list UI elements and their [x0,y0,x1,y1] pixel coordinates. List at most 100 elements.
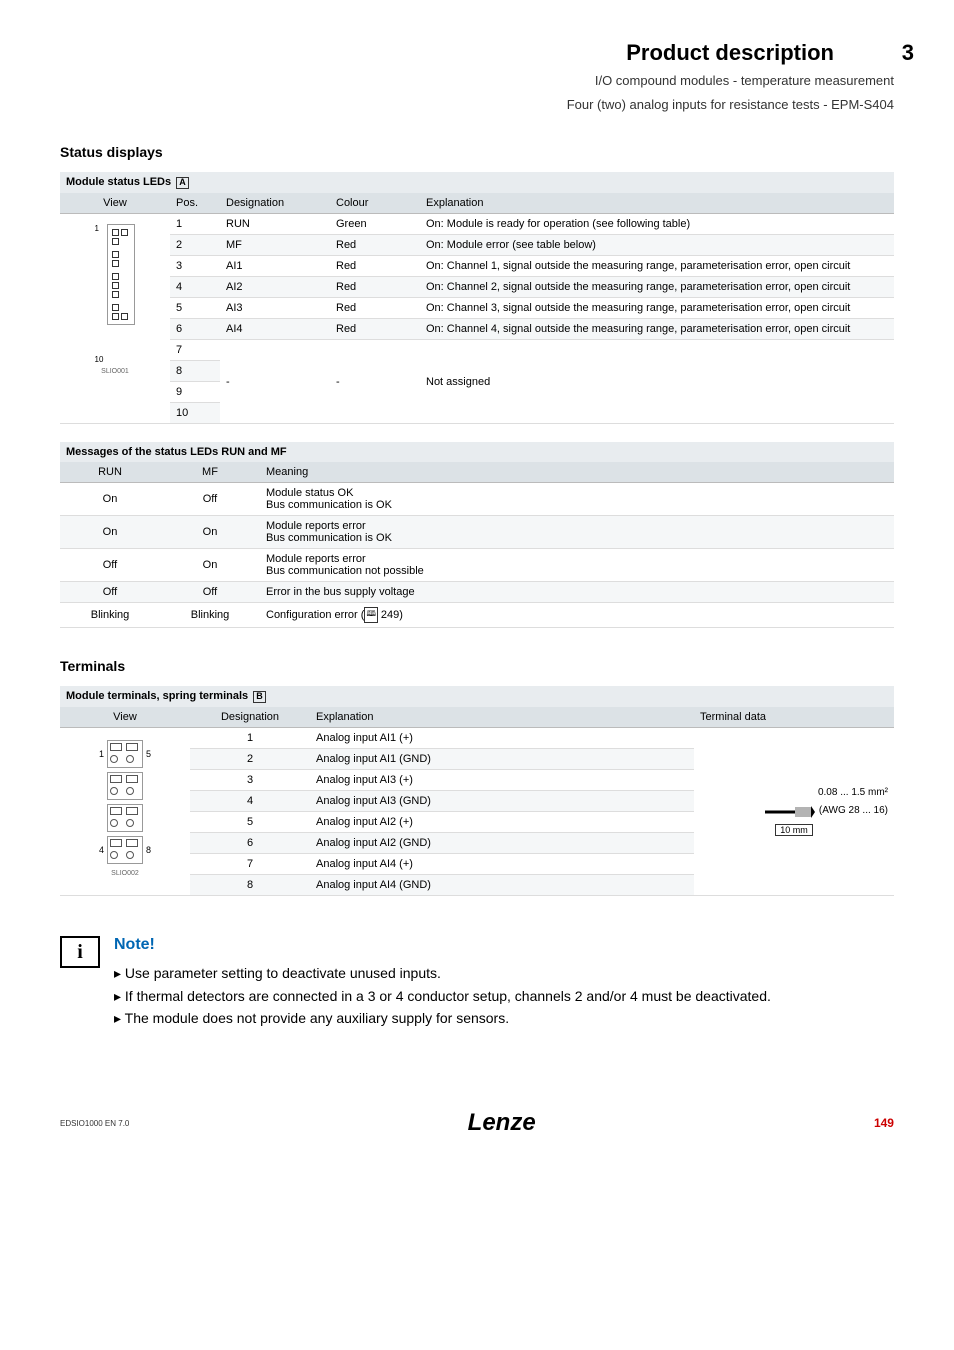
th-explanation: Explanation [420,193,894,214]
note-item: If thermal detectors are connected in a … [114,985,894,1007]
terminal-diagram-cell: 15 0 0 48 SLIO002 [60,728,190,896]
wire-spec-cell: 0.08 ... 1.5 mm² (AWG 28 ... 16) 10 mm [694,728,894,896]
page-ref-icon: 🕮 [364,607,377,623]
cell-run: On [60,516,160,549]
status-heading: Status displays [60,144,894,160]
cell-mf: On [160,516,260,549]
cell-colour: Red [330,319,420,340]
cell-designation: 4 [190,791,310,812]
cell-pos: 6 [170,319,220,340]
cell-designation: AI4 [220,319,330,340]
cell-pos: 7 [170,340,220,361]
cell-meaning: Module reports error Bus communication i… [260,516,894,549]
subtitle-2: Four (two) analog inputs for resistance … [60,96,894,114]
cell-designation: AI3 [220,298,330,319]
cell-designation: 6 [190,833,310,854]
page-title: Product description [626,40,834,65]
cell-pos: 9 [170,382,220,403]
terminals-caption: Module terminals, spring terminals B [60,686,894,707]
cell-meaning: Configuration error (🕮 249) [260,603,894,628]
cell-designation: AI1 [220,256,330,277]
cell-pos: 5 [170,298,220,319]
subtitle-1: I/O compound modules - temperature measu… [60,72,894,90]
note-item: Use parameter setting to deactivate unus… [114,962,894,984]
th-view: View [60,193,170,214]
wire-icon [765,802,815,822]
cell-explanation: Analog input AI1 (+) [310,728,694,749]
cell-colour: Red [330,256,420,277]
cell-pos: 1 [170,214,220,235]
cell-meaning: Module reports error Bus communication n… [260,549,894,582]
caption-text: Module status LEDs [66,176,171,188]
note-title: Note! [114,936,894,954]
led-diagram: 1 10 [95,224,136,375]
cell-explanation: Analog input AI1 (GND) [310,749,694,770]
cell-explanation: Analog input AI4 (+) [310,854,694,875]
cell-explanation: Analog input AI2 (+) [310,812,694,833]
note-list: Use parameter setting to deactivate unus… [114,962,894,1029]
th-mf: MF [160,462,260,483]
cell-designation: 2 [190,749,310,770]
led-diagram-cell: 1 10 [60,214,170,424]
cell-colour: Red [330,235,420,256]
cell-explanation: On: Channel 3, signal outside the measur… [420,298,894,319]
cell-na-designation: - [220,340,330,424]
th-designation: Designation [220,193,330,214]
diagram-label-10: 10 [95,355,104,364]
cell-designation: 1 [190,728,310,749]
cell-explanation: Analog input AI3 (GND) [310,791,694,812]
terminal-diagram-caption: SLIO002 [96,870,154,877]
diagram-caption: SLIO001 [95,368,136,375]
diagram-label-1: 1 [99,749,104,759]
th-designation: Designation [190,707,310,728]
cell-designation: 3 [190,770,310,791]
diagram-label-4: 4 [99,845,104,855]
th-run: RUN [60,462,160,483]
terminals-heading: Terminals [60,658,894,674]
cell-explanation: Analog input AI4 (GND) [310,875,694,896]
cell-pos: 8 [170,361,220,382]
cell-explanation: On: Module is ready for operation (see f… [420,214,894,235]
cell-designation: 8 [190,875,310,896]
cell-designation: RUN [220,214,330,235]
cell-explanation: Analog input AI3 (+) [310,770,694,791]
th-colour: Colour [330,193,420,214]
cell-designation: MF [220,235,330,256]
diagram-label-5: 5 [146,749,151,759]
cell-na-colour: - [330,340,420,424]
cell-explanation: On: Channel 4, signal outside the measur… [420,319,894,340]
cell-mf: Off [160,483,260,516]
cell-explanation: On: Module error (see table below) [420,235,894,256]
caption-box-a: A [176,177,189,189]
wire-size: 0.08 ... 1.5 mm² [818,787,888,798]
terminals-table: View Designation Explanation Terminal da… [60,707,894,896]
cell-explanation: On: Channel 2, signal outside the measur… [420,277,894,298]
wire-awg: (AWG 28 ... 16) [819,805,888,816]
cell-designation: 7 [190,854,310,875]
footer-doc-id: EDSIO1000 EN 7.0 [60,1119,129,1128]
cell-colour: Green [330,214,420,235]
status-led-table: View Pos. Designation Colour Explanation… [60,193,894,424]
chapter-number: 3 [902,40,914,66]
footer-page-num: 149 [874,1116,894,1130]
cell-pos: 10 [170,403,220,424]
cell-mf: Blinking [160,603,260,628]
caption-text: Module terminals, spring terminals [66,690,248,702]
th-terminal-data: Terminal data [694,707,894,728]
cell-run: Off [60,582,160,603]
msg-table-caption: Messages of the status LEDs RUN and MF [60,442,894,462]
cell-colour: Red [330,277,420,298]
cell-colour: Red [330,298,420,319]
msg-table: RUN MF Meaning OnOffModule status OK Bus… [60,462,894,628]
th-explanation: Explanation [310,707,694,728]
note-item: The module does not provide any auxiliar… [114,1007,894,1029]
cell-designation: AI2 [220,277,330,298]
caption-box-b: B [253,691,266,703]
diagram-label-8: 8 [146,845,151,855]
cell-pos: 3 [170,256,220,277]
cell-mf: On [160,549,260,582]
cell-meaning: Error in the bus supply voltage [260,582,894,603]
page-footer: EDSIO1000 EN 7.0 Lenze 149 [60,1109,894,1137]
page-header: Product description 3 I/O compound modul… [60,40,894,114]
cell-na-explanation: Not assigned [420,340,894,424]
